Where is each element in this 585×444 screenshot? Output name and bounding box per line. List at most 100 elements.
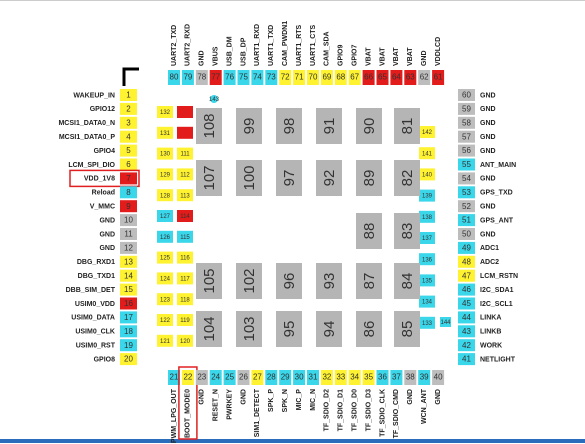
- pin-label: GND: [199, 389, 206, 405]
- pin-label: GPIO4: [94, 148, 116, 155]
- pin-number: 40: [434, 373, 443, 382]
- inner-pad-number: 116: [180, 256, 190, 262]
- ground-pad: [236, 311, 262, 347]
- pin-label: MCSI1_DATA0_N: [58, 120, 115, 127]
- pin: [120, 228, 137, 240]
- inner-pad-number: 112: [180, 172, 190, 178]
- ground-pad-number: 85: [399, 321, 416, 338]
- ground-pad: [356, 213, 382, 249]
- pin-number: 52: [462, 202, 471, 211]
- ground-pad: [196, 160, 222, 196]
- ground-pad-number: 94: [321, 321, 338, 338]
- ground-pad-number: 84: [399, 273, 416, 290]
- pin-label: GND: [99, 231, 115, 238]
- pin: [293, 370, 306, 385]
- pin-number: 77: [211, 73, 220, 82]
- pin-number: 15: [124, 285, 133, 294]
- pin-label: VBAT: [379, 47, 386, 66]
- ground-pad: [236, 263, 262, 299]
- pin: [418, 70, 431, 85]
- ground-pad: [276, 108, 302, 144]
- pin-label: MIC_N: [310, 389, 317, 411]
- pin: [458, 283, 475, 296]
- pin-label: TF_SDIO_CLK: [379, 389, 386, 437]
- ground-pad-number: 95: [281, 321, 298, 338]
- pin-number: 68: [336, 73, 345, 82]
- pin-number: 7: [126, 174, 131, 183]
- pin-number: 67: [350, 73, 359, 82]
- ground-pad-number: 81: [399, 118, 416, 135]
- pin: [120, 297, 137, 310]
- pin-number: 19: [124, 341, 133, 350]
- pin: [120, 144, 137, 157]
- pin-label: GPS_TXD: [480, 190, 513, 197]
- pin-label: LINKB: [480, 329, 501, 336]
- ground-pad-number: 107: [201, 165, 218, 190]
- pin-number: 31: [309, 373, 318, 382]
- pin-number: 23: [197, 373, 206, 382]
- pin-label: PWM_LPG_OUT: [171, 388, 178, 443]
- pin-label: ADC2: [480, 259, 499, 266]
- pin-number: 45: [462, 299, 471, 308]
- pin: [458, 241, 475, 254]
- pin-number: 32: [322, 373, 331, 382]
- pin-number: 63: [406, 73, 415, 82]
- pin: [458, 228, 475, 240]
- inner-pad-number: 131: [160, 131, 171, 137]
- inner-pad-number: 134: [422, 300, 433, 306]
- pin-label: WORK: [480, 343, 502, 350]
- pin-label: UART1_RXD: [254, 24, 261, 66]
- pin-number: 61: [434, 73, 443, 82]
- pin-label: TF_SDIO_D0: [352, 389, 359, 432]
- inner-pad: [177, 147, 193, 160]
- inner-pad: [177, 230, 193, 243]
- pin: [418, 370, 431, 385]
- pin: [432, 70, 445, 85]
- pin: [458, 255, 475, 268]
- inner-pad: [419, 253, 435, 266]
- pin-label: SPK_N: [282, 389, 289, 412]
- pin-label: TF_SDIO_D2: [324, 389, 331, 432]
- pin-number: 66: [364, 73, 373, 82]
- pin-label: GND: [421, 50, 428, 66]
- pin-number: 25: [225, 373, 234, 382]
- pin-label: TF_SDIO_CMD: [393, 389, 400, 438]
- pin: [458, 214, 475, 227]
- pin-number: 71: [295, 73, 304, 82]
- pin: [120, 269, 137, 282]
- pin-label: GND: [480, 204, 496, 211]
- pin-label: DBB_SIM_DET: [66, 287, 116, 294]
- ground-pad-number: 105: [201, 268, 218, 293]
- pin: [209, 70, 222, 85]
- pin-number: 38: [406, 373, 415, 382]
- inner-pad-number: 120: [180, 339, 191, 345]
- pin: [458, 353, 475, 366]
- pin: [120, 339, 137, 352]
- pin-label: WAKEUP_IN: [73, 92, 115, 99]
- pin-number: 21: [170, 373, 179, 382]
- inner-pad-number: 137: [422, 236, 433, 242]
- inner-pad: [157, 230, 173, 243]
- pin-label: GND: [240, 389, 247, 405]
- pin: [390, 70, 403, 85]
- pin-number: 44: [462, 313, 471, 322]
- pin-number: 74: [253, 73, 262, 82]
- pin-label: USIM0_DATA: [71, 315, 115, 322]
- inner-pad: [157, 189, 173, 202]
- pin-label: GPS_ANT: [480, 217, 514, 224]
- ground-pad-number: 86: [361, 321, 378, 338]
- pin-number: 65: [378, 73, 387, 82]
- inner-pad: [177, 168, 193, 181]
- pin-number: 22: [183, 373, 192, 382]
- pin-number: 26: [239, 373, 248, 382]
- ground-pad-number: 98: [281, 118, 298, 135]
- inner-pad-number: 125: [160, 256, 171, 262]
- pin: [458, 186, 475, 199]
- pin-number: 9: [126, 202, 131, 211]
- ground-pad: [316, 311, 342, 347]
- pin: [432, 370, 445, 385]
- pin-number: 24: [211, 373, 220, 382]
- inner-pad: [177, 189, 193, 202]
- pin: [120, 353, 137, 366]
